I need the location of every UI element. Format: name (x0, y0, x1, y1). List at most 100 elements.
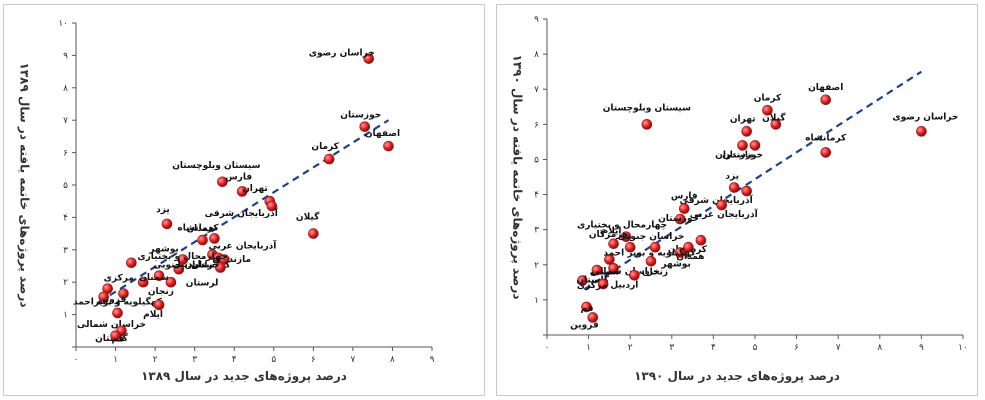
data-point (266, 200, 278, 212)
x-tick-label: ۳ (669, 343, 674, 353)
point-label: کرمانشاه (805, 133, 847, 143)
point-label: کرمانشاه (177, 223, 219, 233)
point-label: فارس (225, 172, 252, 182)
x-axis-label-1390: درصد پروژه‌های جدید در سال ۱۳۹۰ (634, 369, 840, 383)
data-point (674, 247, 686, 258)
chart-panel-1390: ۰ ۱ ۲ ۳ ۴ ۵ ۶ ۷ ۸ ۹ ۱۰ ۱ ۲ ۳ ۴ ۵ ۶ ۷ ۸ ۹ اصفهان کرمان گیلان تهر… (496, 4, 978, 396)
x-tick-label: ۲ (153, 355, 158, 365)
y-tick-label: ۱ (63, 311, 68, 321)
point-label: خوزستان (722, 150, 763, 160)
data-point (217, 176, 228, 188)
y-tick-label: ۵ (534, 155, 539, 165)
point-label: کهگیلویه و بویر احمد (603, 247, 696, 259)
data-point (98, 291, 109, 303)
y-tick-label: ۸ (534, 50, 539, 60)
point-label: قزوین (570, 320, 599, 330)
x-tick-label: ۶ (794, 343, 799, 353)
data-point (308, 228, 319, 239)
point-label: کرمان (754, 93, 782, 103)
x-tick-label: ۷ (836, 343, 841, 353)
data-point (597, 278, 609, 290)
y-tick-label: ۴ (534, 191, 539, 201)
point-label: مرکزی (104, 274, 134, 284)
point-label: خوزستان (658, 214, 699, 224)
x-tick-label: ۱۰ (958, 343, 968, 353)
y-tick-label: ۱ (534, 296, 539, 306)
data-point (577, 275, 588, 286)
point-label: زنجان (642, 267, 668, 277)
data-point (236, 186, 248, 197)
data-point (641, 119, 653, 130)
point-label: فارس (671, 192, 698, 202)
point-label: قم (581, 304, 594, 314)
data-point (215, 262, 226, 273)
point-label: خراسان جنوبی (153, 261, 220, 271)
x-tick-label: ۶ (311, 355, 316, 365)
point-label: خراسان جنوبی (618, 232, 685, 242)
data-point (581, 301, 592, 313)
data-point (695, 234, 707, 246)
point-label: یزد (156, 205, 170, 215)
chart-panel-1389: ۰ ۱ ۲ ۳ ۴ ۵ ۶ ۷ ۸ ۹ ۱ ۲ ۳ ۴ ۵ ۶ ۷ ۸ ۹ ۱۰ خراسان رضوی خوزستان ا… (3, 4, 485, 396)
x-tick-label: ۴ (711, 343, 716, 353)
x-tick-label: ۵ (753, 343, 758, 353)
point-label: اردبیل (610, 280, 638, 290)
point-label: سمنان (139, 273, 169, 283)
data-point (728, 182, 740, 193)
x-tick-label: ۵ (271, 355, 276, 365)
y-tick-label: ۹ (534, 15, 539, 25)
y-axis-label-1390: درصد پروژه‌های خاتمه یافته در سال ۱۳۹۰ (510, 54, 525, 300)
point-label: تهران (730, 114, 756, 124)
point-label: مازندران (212, 255, 251, 265)
data-point (153, 299, 165, 311)
data-point (608, 262, 619, 274)
data-point (770, 119, 782, 130)
point-label: ایلام (143, 310, 163, 320)
data-point (137, 276, 149, 288)
y-tick-label: ۸ (63, 84, 68, 94)
point-label: اصفهان (365, 129, 400, 139)
data-point (741, 126, 752, 137)
point-label: همدان (186, 224, 214, 234)
point-label: آذربایجان شرقی (205, 207, 279, 219)
point-label: یزد (725, 172, 739, 182)
x-tick-label: ۲ (628, 343, 633, 353)
point-label: کردستان (191, 261, 231, 271)
point-label: قم (112, 335, 125, 345)
data-point (645, 255, 657, 267)
x-tick-label: ۸ (877, 343, 882, 353)
data-point (620, 231, 632, 242)
point-label: لرستان (186, 279, 219, 289)
data-point (161, 218, 173, 230)
data-point (323, 153, 335, 165)
data-point (674, 213, 686, 225)
point-label: آذربایجان غربی (690, 208, 759, 220)
y-tick-label: ۶ (534, 120, 539, 130)
point-label: سیستان وبلوچستان (172, 161, 260, 171)
data-point (608, 238, 619, 250)
point-label: بوشهر (148, 245, 178, 255)
x-tick-label: ۸ (390, 355, 395, 365)
point-label: آذربایجان شرقی (680, 194, 754, 206)
point-label: هرمزگان (589, 228, 628, 240)
point-label: خراسان شمالی (77, 320, 146, 330)
point-label: سمنان (590, 267, 620, 277)
data-point (359, 121, 371, 132)
scatter-chart-1389: ۰ ۱ ۲ ۳ ۴ ۵ ۶ ۷ ۸ ۹ ۱ ۲ ۳ ۴ ۵ ۶ ۷ ۸ ۹ ۱۰ خراسان رضوی خوزستان ا… (58, 19, 434, 365)
y-tick-label: ۶ (63, 149, 68, 159)
data-point (383, 140, 394, 152)
data-point (649, 241, 661, 253)
point-label: کرمان (311, 142, 339, 152)
point-label: اصفهان (808, 83, 843, 93)
y-tick-label: ۳ (63, 246, 68, 256)
x-tick-label: ۴ (232, 355, 237, 365)
point-label: خراسان رضوی (892, 112, 958, 122)
point-label: مرکزی (577, 281, 607, 291)
y-tick-label: ۹ (63, 51, 68, 61)
y-tick-label: ۵ (63, 181, 68, 191)
data-point (820, 94, 832, 106)
y-tick-label: ۷ (534, 85, 539, 95)
x-tick-label: ۱ (586, 343, 591, 353)
point-label: مازندران (715, 150, 754, 160)
point-label: کهگیلویه و بویراحمد (73, 296, 163, 308)
